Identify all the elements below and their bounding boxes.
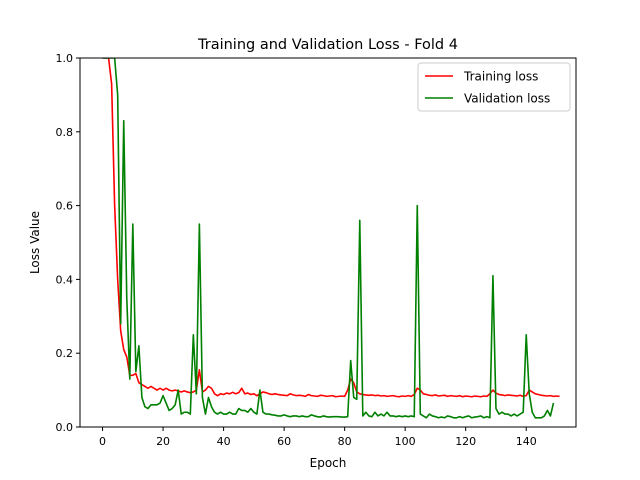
y-tick-label: 0.4 <box>56 273 74 286</box>
y-tick-label: 0.6 <box>56 200 74 213</box>
plot-frame <box>79 57 577 428</box>
x-axis: 0 20 40 60 80 100 120 140 <box>99 427 537 448</box>
x-tick-label: 40 <box>217 435 231 448</box>
legend: Training loss Validation loss <box>417 62 571 112</box>
y-tick-label: 0.0 <box>56 421 74 434</box>
x-tick-label: 100 <box>395 435 416 448</box>
legend-label-validation: Validation loss <box>464 92 550 106</box>
x-tick-label: 20 <box>156 435 170 448</box>
x-tick-label: 60 <box>277 435 291 448</box>
legend-box <box>417 62 571 112</box>
x-tick-label: 0 <box>99 435 106 448</box>
y-tick-label: 0.8 <box>56 126 74 139</box>
y-tick-label: 0.2 <box>56 347 74 360</box>
x-tick-label: 80 <box>338 435 352 448</box>
x-tick-label: 140 <box>516 435 537 448</box>
series-layer <box>102 58 560 419</box>
y-axis: 0.0 0.2 0.4 0.6 0.8 1.0 <box>56 52 80 434</box>
y-tick-label: 1.0 <box>56 52 74 65</box>
x-axis-label: Epoch <box>310 456 347 470</box>
validation-loss-line <box>102 58 555 419</box>
x-tick-label: 120 <box>455 435 476 448</box>
legend-label-training: Training loss <box>463 70 538 84</box>
chart-title: Training and Validation Loss - Fold 4 <box>197 37 458 53</box>
y-axis-label: Loss Value <box>28 211 42 274</box>
